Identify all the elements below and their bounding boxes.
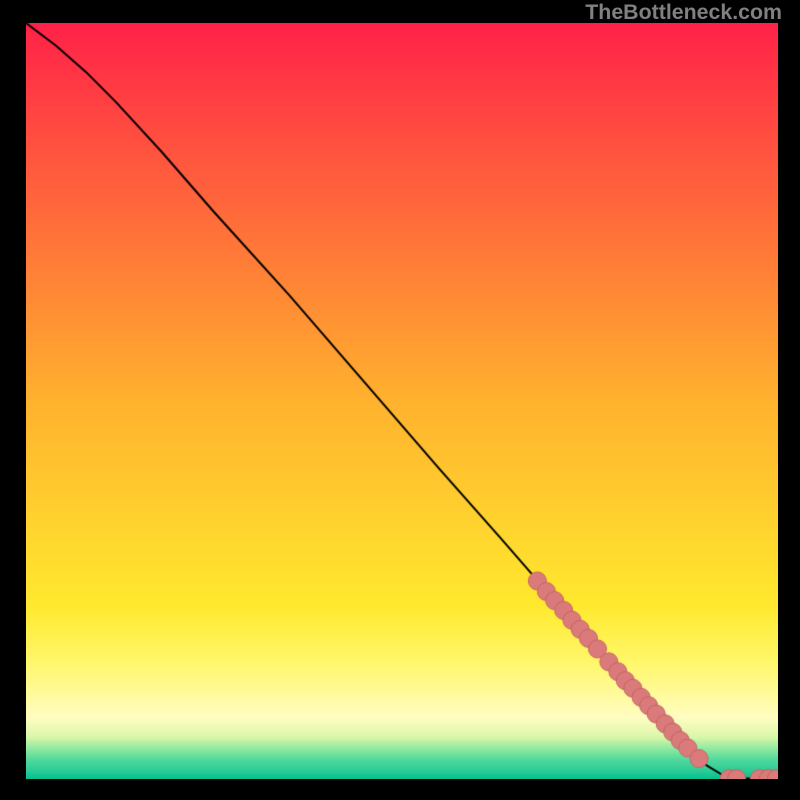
figure-root: TheBottleneck.com	[0, 0, 800, 800]
watermark-text: TheBottleneck.com	[585, 0, 782, 25]
plot-area	[26, 23, 778, 779]
curve-overlay	[26, 23, 778, 779]
